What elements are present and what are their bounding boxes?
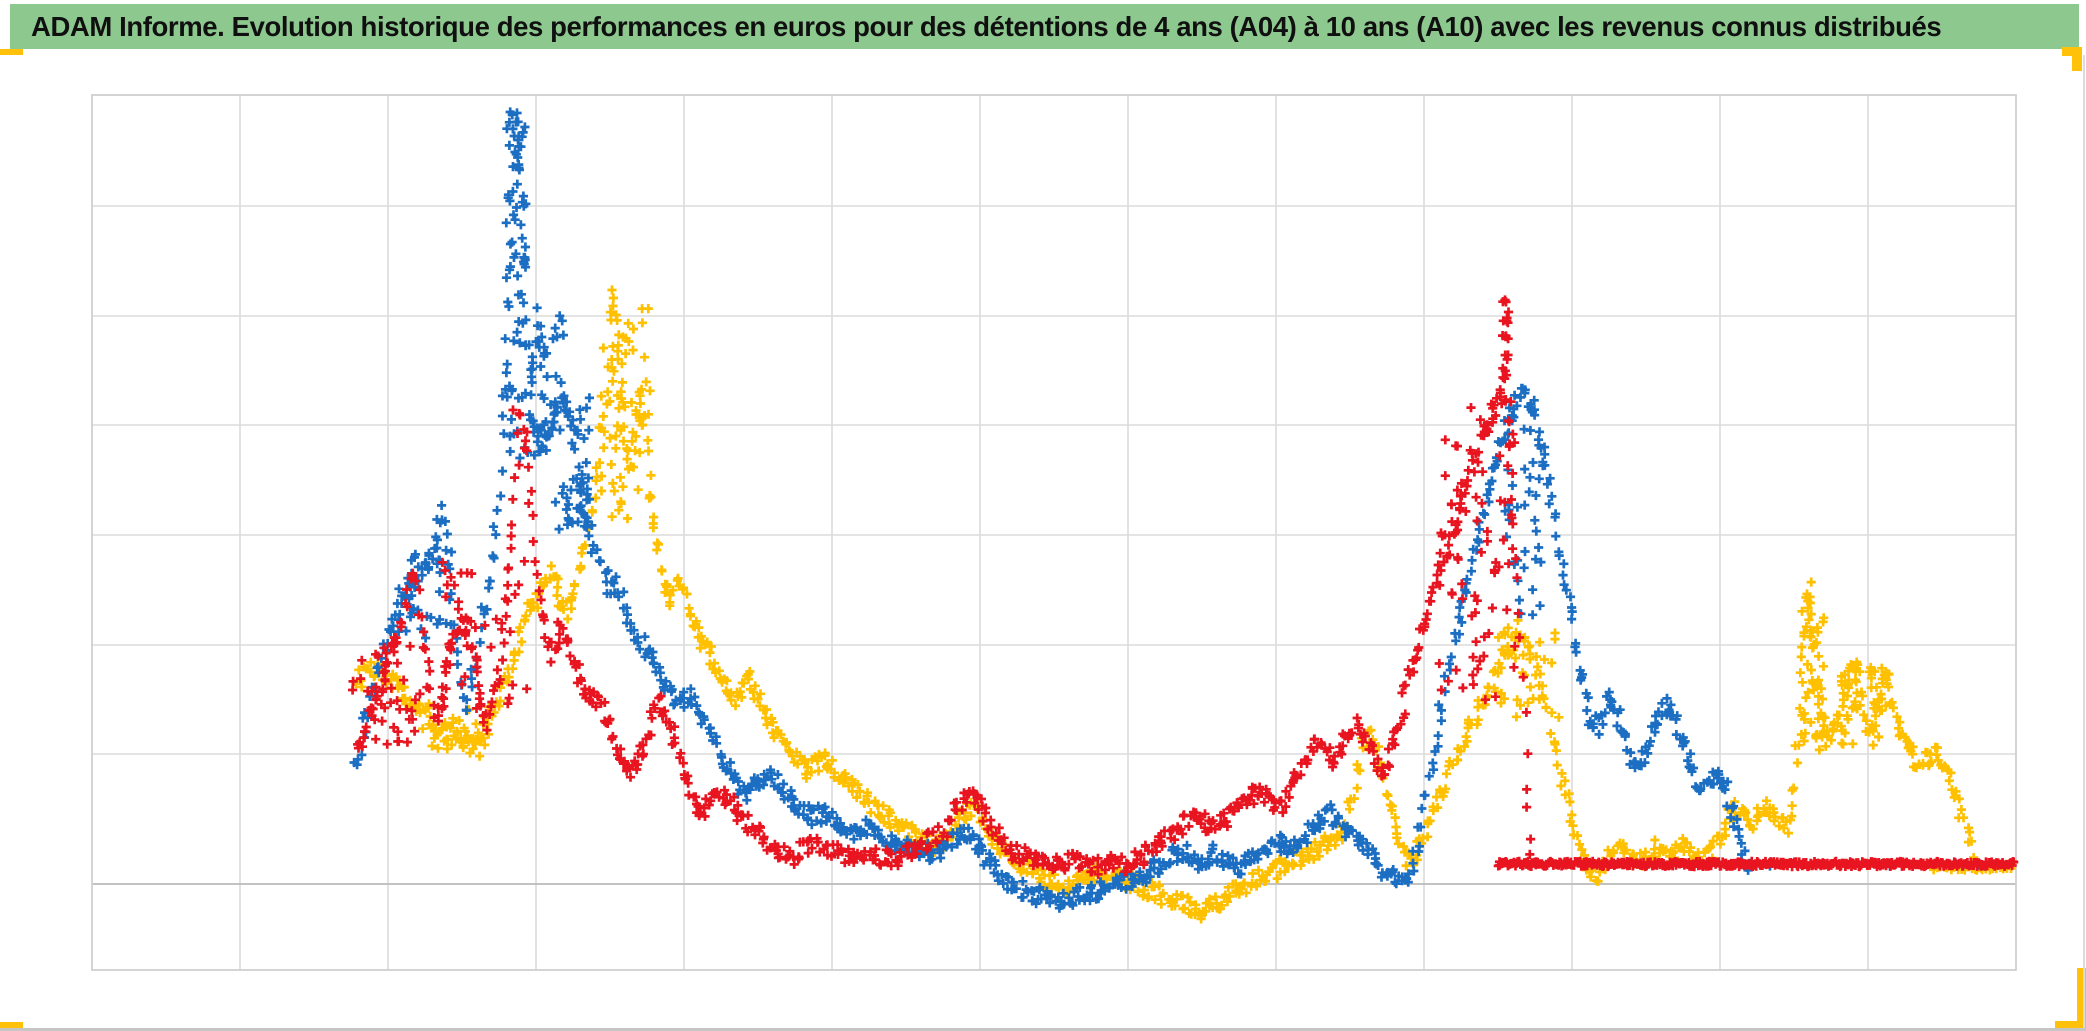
page-right-border: [2083, 55, 2085, 1030]
corner-accent-bottom-right-bar: [2077, 968, 2086, 1031]
corner-accent-top-right-stub: [2072, 47, 2082, 71]
plot-border: [91, 94, 2017, 971]
corner-accent-bottom-right-foot: [2055, 1021, 2086, 1031]
page-title: ADAM Informe. Evolution historique des p…: [31, 10, 1942, 42]
series-red-points: [348, 295, 2019, 879]
corner-accent-bottom-left: [0, 1022, 23, 1031]
corner-accent-top-left: [0, 49, 23, 55]
plot-area: [92, 95, 2016, 970]
title-bar: ADAM Informe. Evolution historique des p…: [10, 4, 2079, 49]
page-bottom-border: [0, 1028, 2086, 1031]
